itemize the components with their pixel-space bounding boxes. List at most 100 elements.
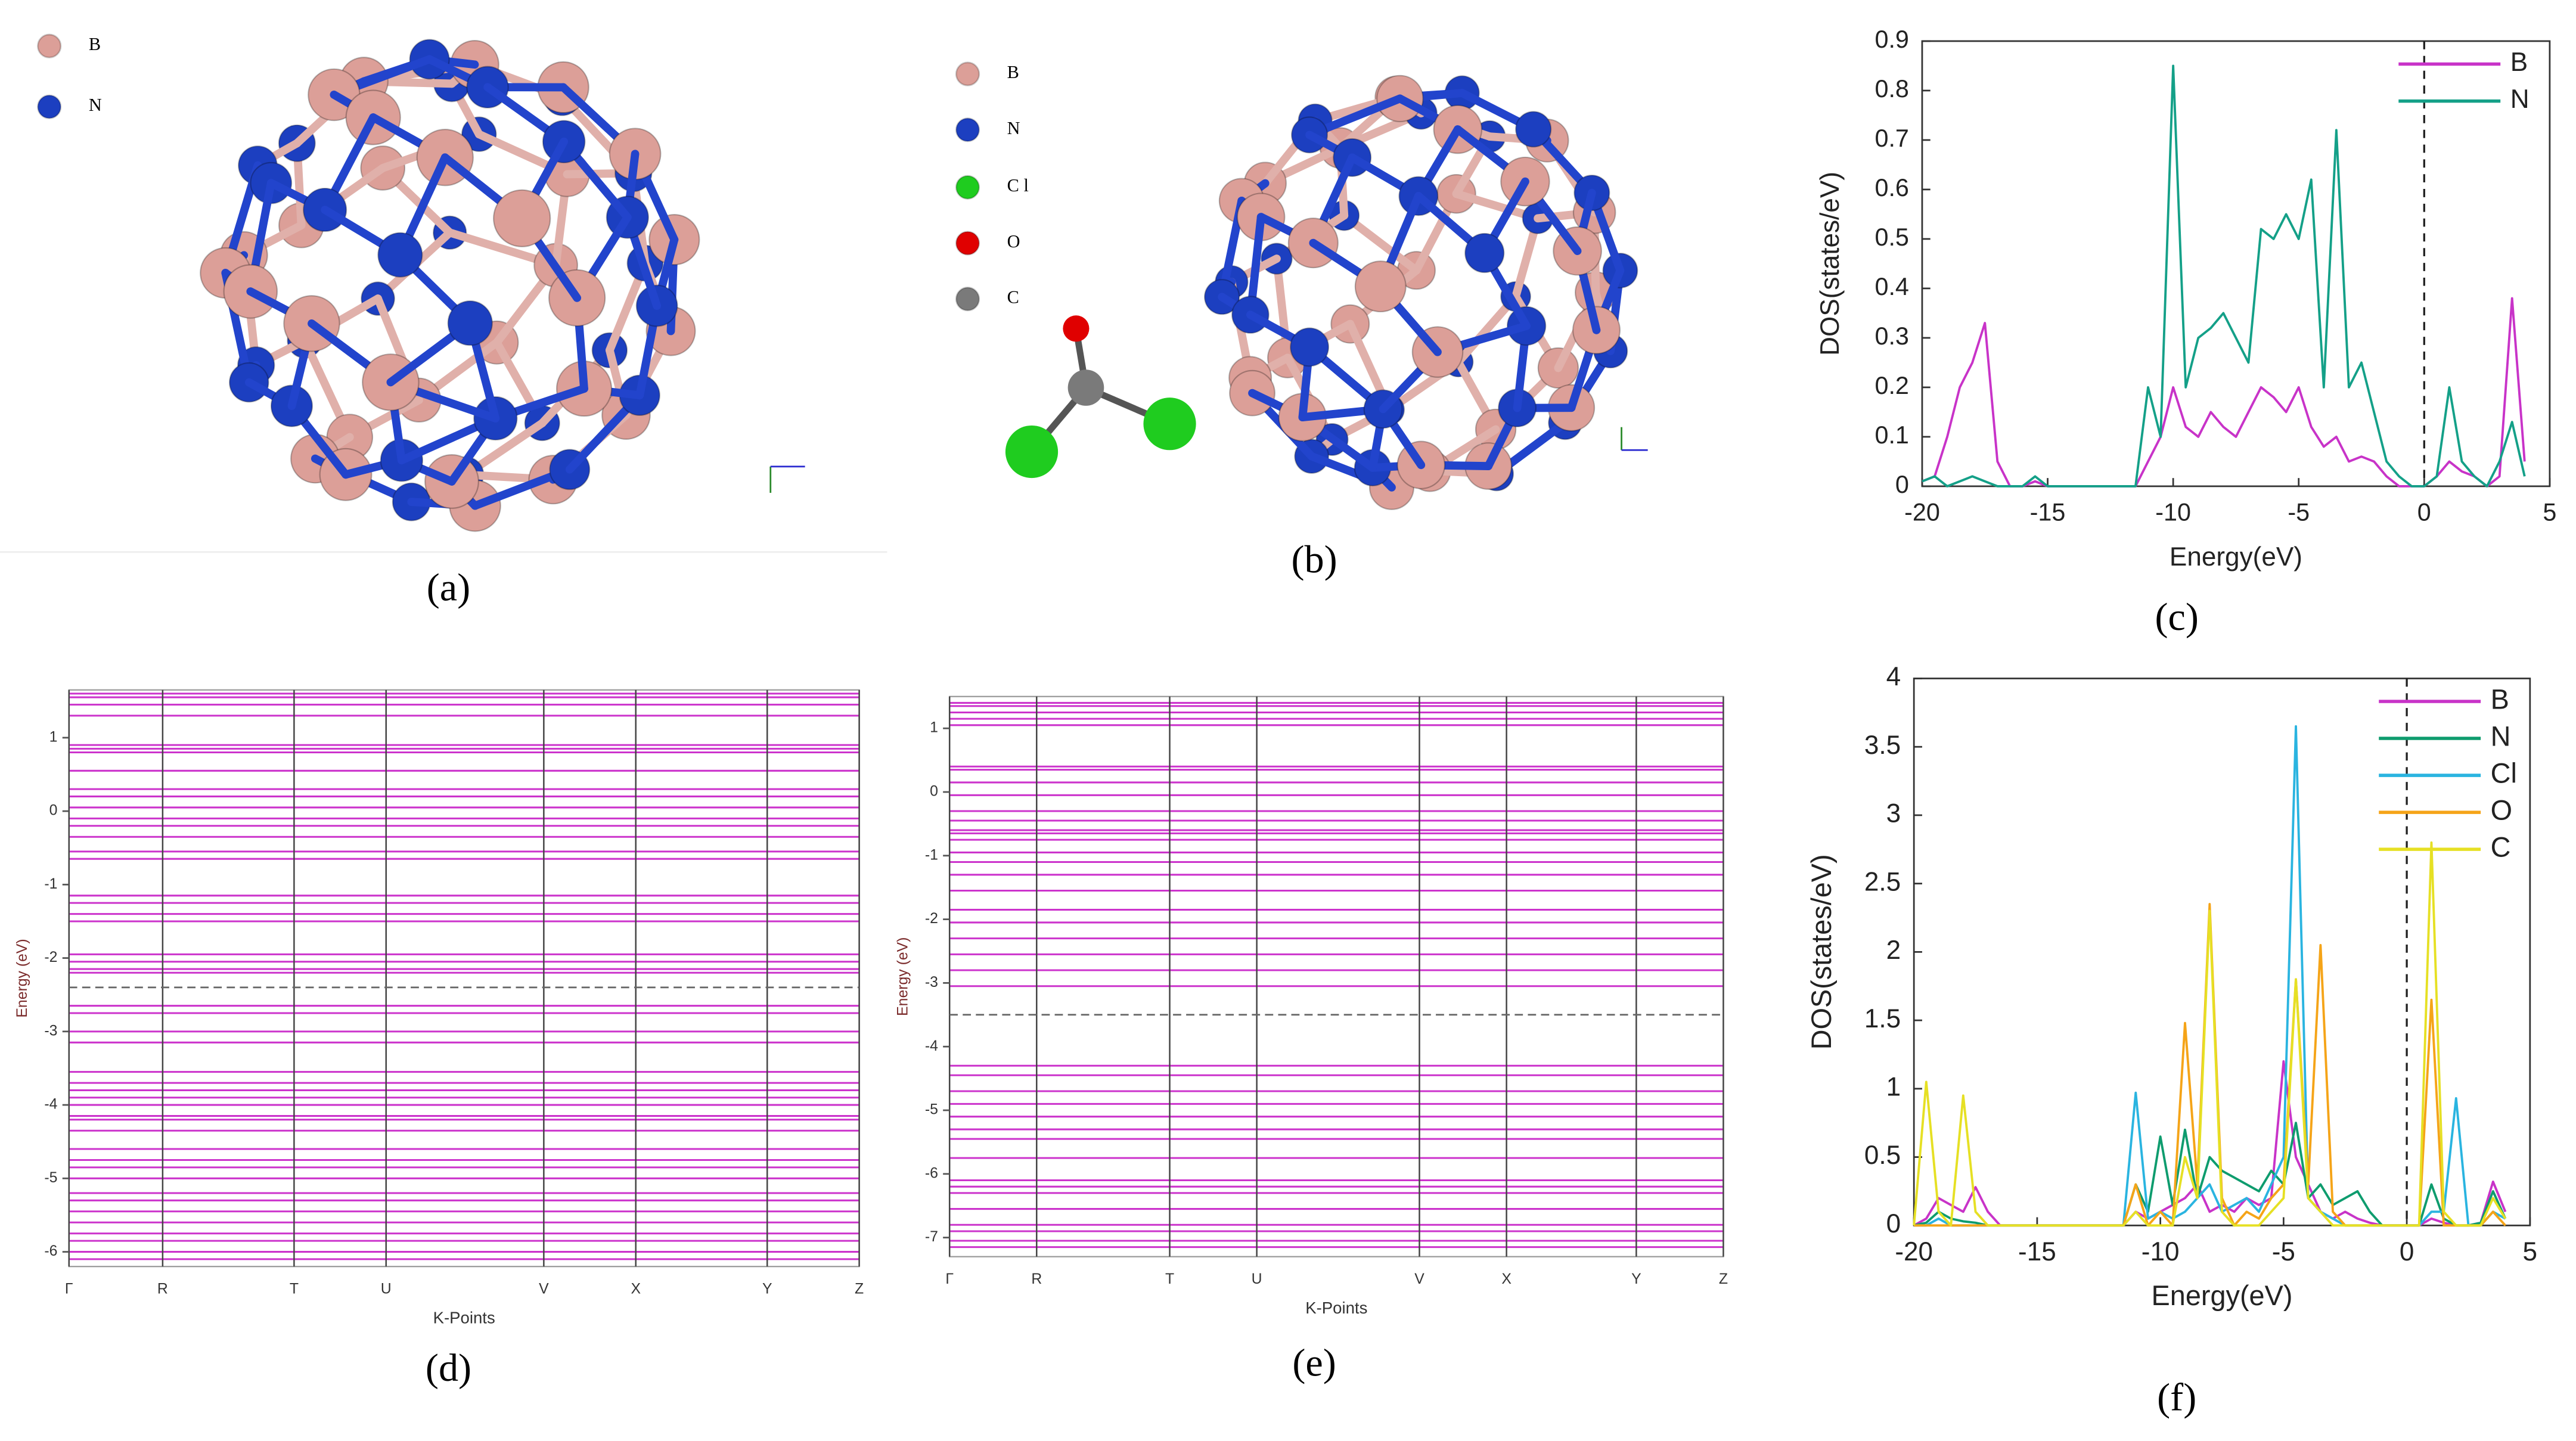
x-axis-label: Energy(eV) [2170,542,2302,572]
atom-legend-marker [955,117,980,142]
panel-label: (c) [2155,595,2198,639]
panel-label: (a) [427,566,470,610]
x-tick-label: 0 [2400,1237,2414,1266]
y-tick-label: 1.5 [1864,1004,1901,1033]
x-tick-label: 0 [2417,499,2431,526]
atom-legend-label: N [1007,118,1020,138]
dos-line [1922,64,2526,487]
x-tick-label: -5 [2272,1237,2295,1266]
y-tick-label: 0 [49,803,58,819]
x-tick-label: 5 [2523,1237,2538,1266]
x-tick-label: 5 [2543,499,2556,526]
y-tick-label: -1 [44,876,57,892]
y-tick-label: -4 [44,1097,57,1113]
x-tick-label: Z [1719,1271,1728,1287]
y-axis-label: DOS(states/eV) [1815,172,1845,356]
panel-label: (d) [426,1346,471,1390]
x-tick-label: T [290,1281,299,1297]
y-axis-label: Energy (eV) [14,939,30,1017]
y-tick-label: 2 [1886,936,1901,965]
legend-label: B [2510,48,2528,77]
legend-label: N [2491,720,2511,751]
x-tick-label: V [1414,1271,1424,1287]
atom [1290,327,1330,367]
atom [1005,425,1059,479]
legend-label: O [2491,794,2512,825]
y-tick-label: -4 [925,1038,938,1054]
x-tick-label: -15 [2030,499,2066,526]
x-tick-label: Γ [945,1271,954,1287]
x-tick-label: U [381,1281,392,1297]
x-axis-label: K-Points [433,1309,495,1327]
y-tick-label: -3 [44,1023,57,1039]
x-tick-label: X [631,1281,641,1297]
atom-legend-label: B [1007,62,1019,82]
atom-legend-marker [37,94,62,119]
x-tick-label: -10 [2155,499,2191,526]
legend-label: B [2491,684,2509,715]
y-tick-label: 0.5 [1874,223,1908,251]
y-tick-label: 0 [1886,1209,1901,1238]
x-tick-label: -20 [1904,499,1940,526]
x-tick-label: X [1501,1271,1512,1287]
y-tick-label: 0.3 [1874,322,1908,350]
atom-legend-marker [955,175,980,200]
legend-label: N [2510,85,2530,114]
x-tick-label: Y [762,1281,772,1297]
x-tick-label: U [1252,1271,1262,1287]
y-tick-label: 0.5 [1864,1141,1901,1170]
atom-legend-label: C [1007,287,1019,308]
panel-label: (f) [2157,1375,2196,1419]
atom [1143,397,1196,451]
y-tick-label: -6 [44,1243,57,1259]
panel-label: (b) [1292,538,1337,582]
x-axis-label: K-Points [1305,1299,1367,1317]
y-tick-label: 1 [930,720,938,736]
atom-legend-marker [955,287,980,312]
atom [1063,315,1090,342]
x-tick-label: R [157,1281,168,1297]
y-tick-label: 3.5 [1864,731,1901,760]
atom-legend-label: B [89,34,101,54]
x-axis-label: Energy(eV) [2152,1280,2293,1311]
y-tick-label: 2.5 [1864,867,1901,896]
panel-label: (e) [1292,1341,1336,1385]
atom [1464,232,1505,274]
y-axis-label: DOS(states/eV) [1806,854,1837,1049]
y-tick-label: 0.8 [1874,75,1908,103]
y-tick-label: -2 [925,911,938,927]
y-tick-label: -5 [925,1102,938,1118]
y-tick-label: 1 [49,729,58,745]
y-tick-label: -2 [44,949,57,965]
atom [377,232,423,278]
y-tick-label: 0.6 [1874,174,1908,201]
bond [1340,211,1421,275]
y-tick-label: 0.1 [1874,421,1908,449]
y-axis-label: Energy (eV) [895,937,911,1016]
atom [447,300,493,346]
atom-legend-marker [955,61,980,86]
x-tick-label: -10 [2142,1237,2180,1266]
atom [493,189,551,247]
atom [1515,111,1552,148]
dos-line [1913,841,2507,1227]
atom-legend-marker [37,33,62,58]
x-tick-label: -20 [1895,1237,1933,1266]
x-tick-label: Γ [65,1281,73,1297]
x-tick-label: -15 [2018,1237,2056,1266]
y-tick-label: 0.2 [1874,372,1908,399]
x-tick-label: Y [1631,1271,1641,1287]
atom [1067,369,1104,406]
y-tick-label: 0 [1895,471,1909,498]
y-tick-label: -6 [925,1165,938,1181]
y-tick-label: -5 [44,1170,57,1186]
x-tick-label: -5 [2288,499,2310,526]
x-tick-label: R [1031,1271,1042,1287]
x-tick-label: V [539,1281,549,1297]
y-tick-label: 0.7 [1874,125,1908,152]
y-tick-label: 1 [1886,1072,1901,1101]
y-tick-label: 0.9 [1874,26,1908,53]
atom-legend-label: N [89,95,102,115]
y-tick-label: -1 [925,847,938,863]
